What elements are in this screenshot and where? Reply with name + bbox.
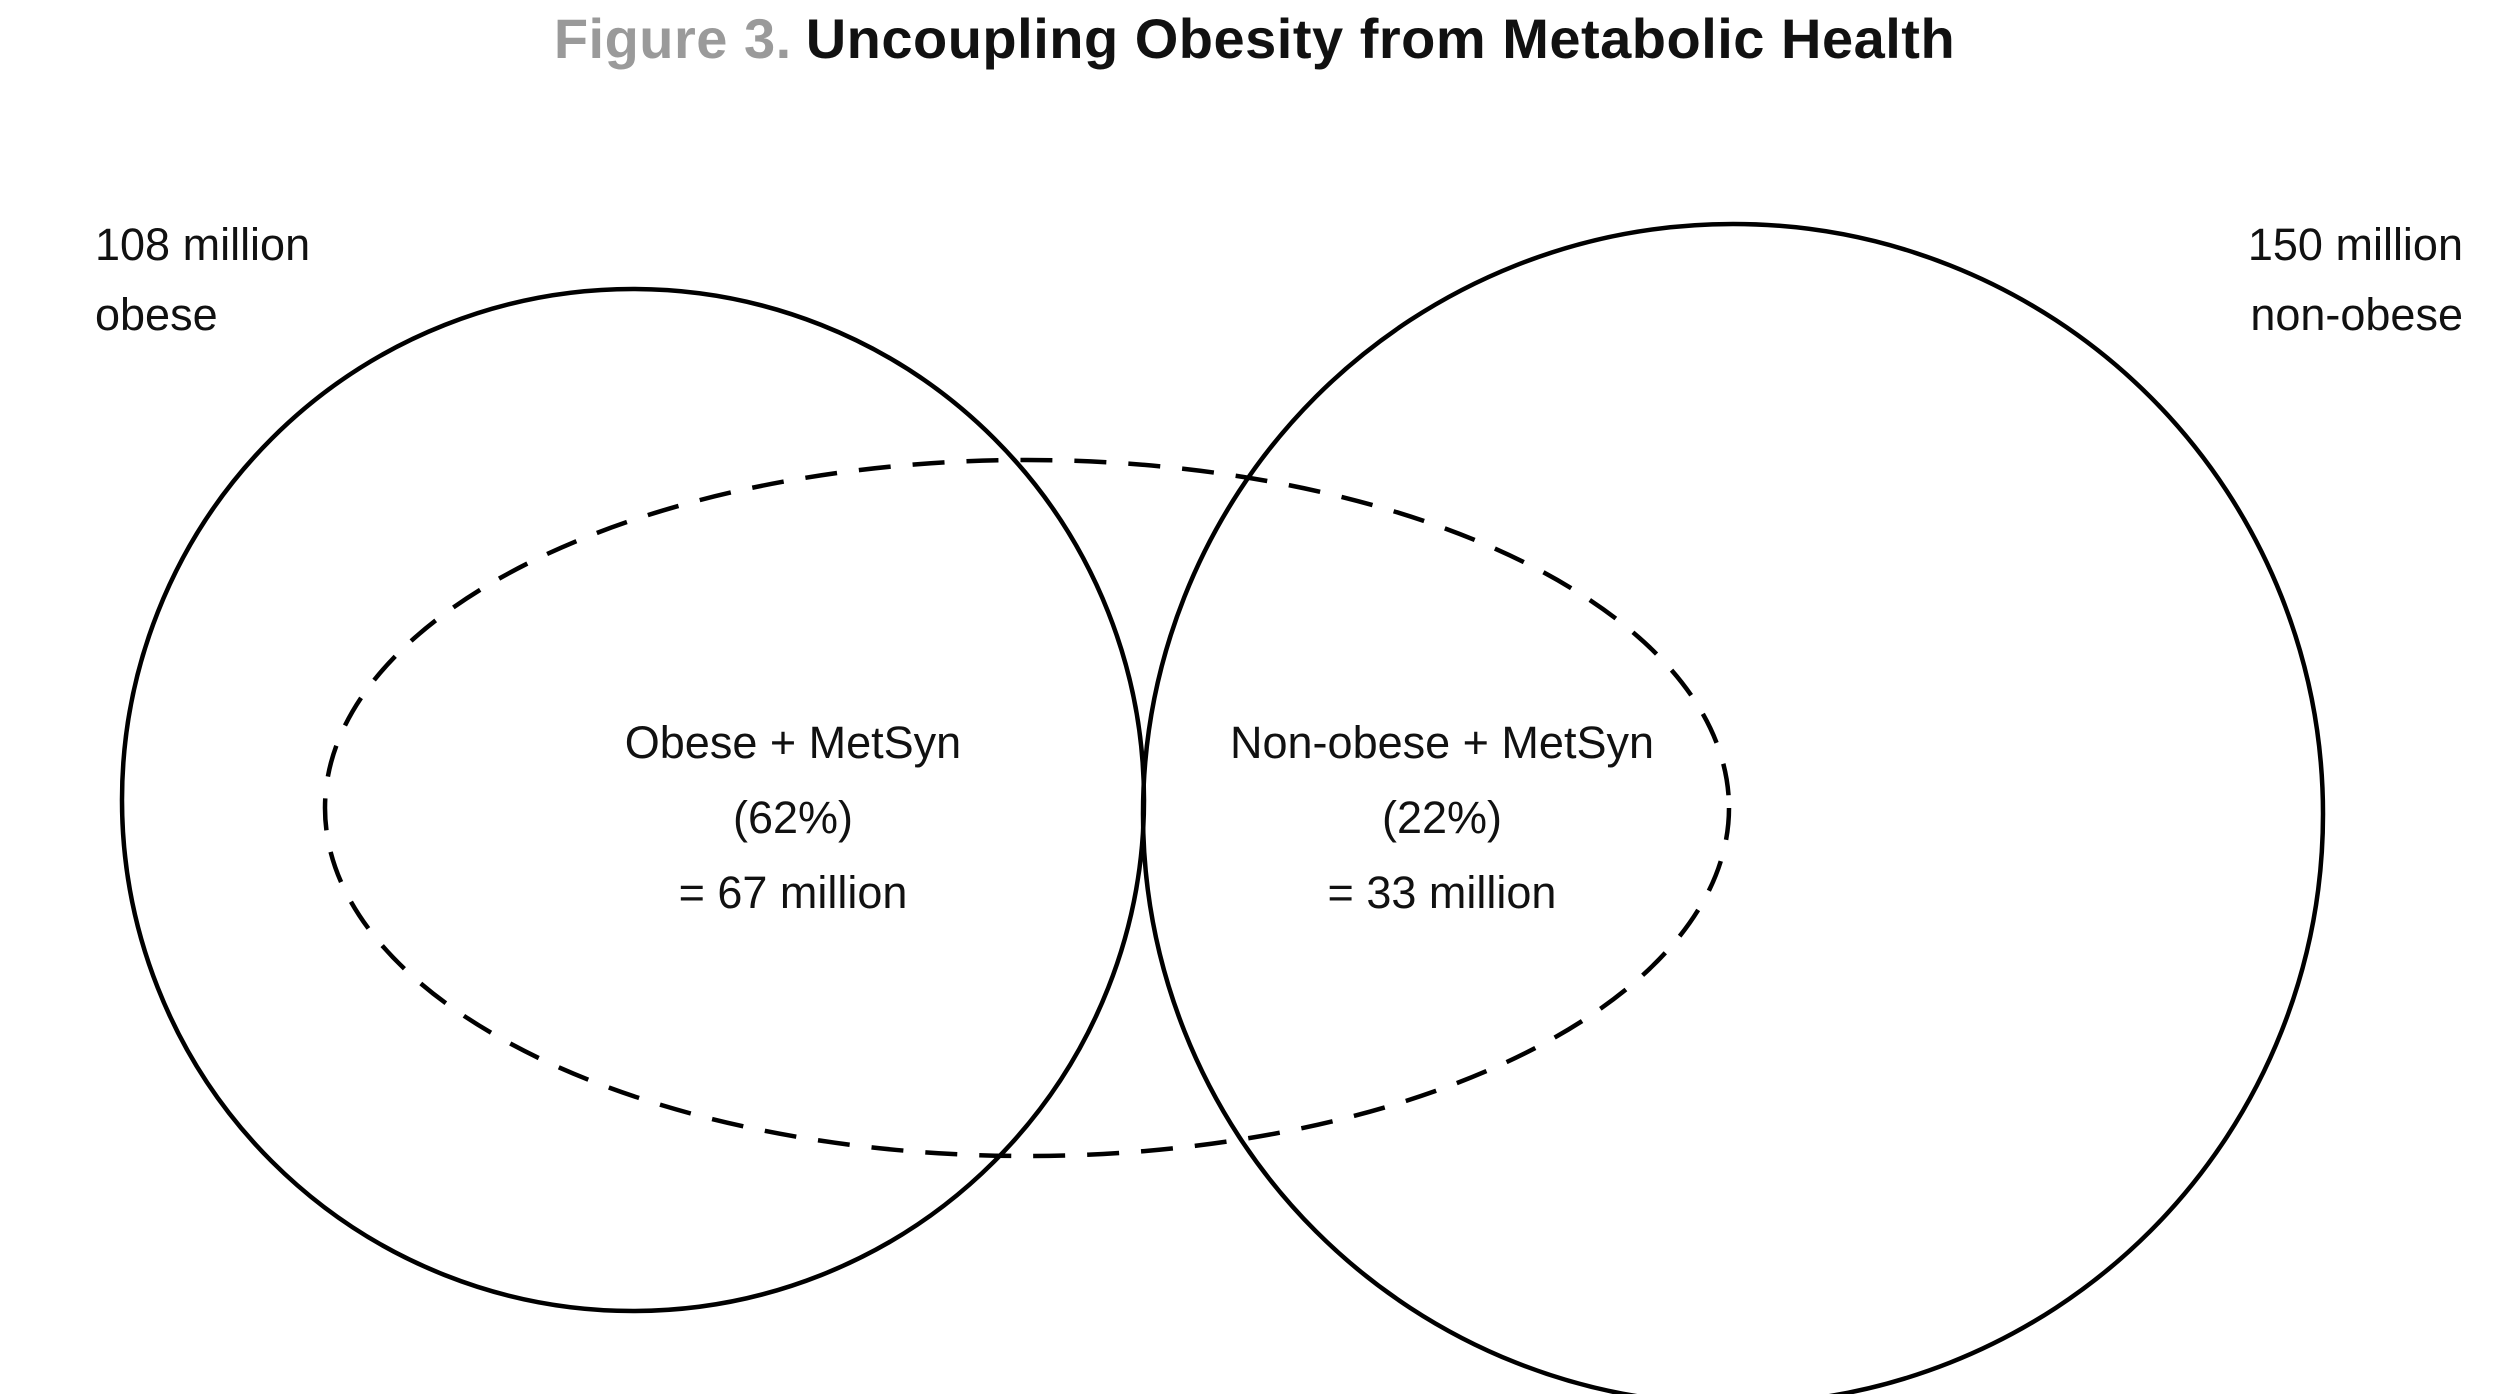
figure-title: Figure 3. Uncoupling Obesity from Metabol… bbox=[0, 6, 2509, 71]
figure-number: Figure 3. bbox=[553, 7, 792, 70]
non-obese-circle-label: 150 million non-obese bbox=[2247, 219, 2463, 340]
metsyn-ellipse bbox=[322, 457, 1732, 1159]
non-obese-circle bbox=[1140, 221, 2326, 1394]
figure-title-text: Uncoupling Obesity from Metabolic Health bbox=[805, 7, 1956, 70]
obese-metsyn-label: Obese + MetSyn (62%) = 67 million bbox=[624, 717, 962, 919]
obese-circle-label: 108 million obese bbox=[95, 219, 311, 340]
non-obese-metsyn-label: Non-obese + MetSyn (22%) = 33 million bbox=[1230, 717, 1654, 919]
